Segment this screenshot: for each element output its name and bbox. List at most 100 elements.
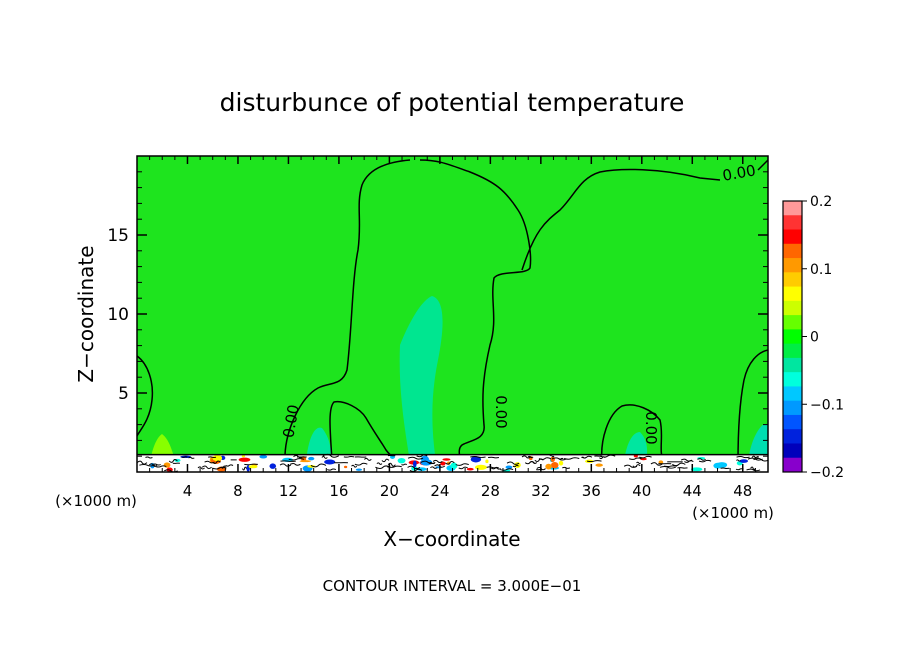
boundary-contour bbox=[521, 455, 531, 459]
x-tick-label: 24 bbox=[430, 482, 449, 500]
boundary-contour bbox=[586, 460, 602, 463]
x-tick-label: 36 bbox=[582, 482, 601, 500]
y-tick-label: 15 bbox=[107, 226, 129, 246]
x-tick-label: 8 bbox=[233, 482, 243, 500]
boundary-blob bbox=[241, 454, 246, 458]
colorbar-swatch bbox=[783, 329, 802, 345]
boundary-blob bbox=[238, 457, 251, 462]
boundary-contour bbox=[152, 463, 161, 466]
cool-region-left bbox=[306, 427, 331, 462]
colorbar-tick-label: 0 bbox=[810, 330, 819, 346]
boundary-contour bbox=[168, 459, 178, 463]
boundary-contour bbox=[225, 464, 234, 467]
boundary-contour bbox=[387, 462, 396, 467]
boundary-contour bbox=[155, 465, 167, 468]
boundary-contour bbox=[188, 456, 195, 459]
contour-line-main bbox=[284, 159, 768, 467]
boundary-blob bbox=[485, 459, 489, 464]
boundary-contour bbox=[455, 463, 469, 466]
boundary-contour bbox=[636, 461, 642, 464]
y-tick-label: 10 bbox=[107, 305, 129, 325]
boundary-contour bbox=[321, 455, 328, 459]
x-axis: 4 8 12 16 20 24 28 32 36 40 44 48 bbox=[149, 156, 756, 500]
colorbar-swatch bbox=[783, 229, 802, 245]
boundary-contour bbox=[137, 460, 148, 465]
boundary-contour bbox=[381, 458, 390, 463]
boundary-blob bbox=[474, 464, 487, 470]
boundary-blob bbox=[259, 454, 268, 459]
cool-region-right bbox=[748, 424, 768, 462]
colorbar-swatch bbox=[783, 414, 802, 430]
boundary-contour bbox=[581, 455, 593, 459]
boundary-contour bbox=[244, 463, 258, 466]
x-tick-label: 40 bbox=[632, 482, 651, 500]
boundary-contour bbox=[470, 456, 486, 458]
colorbar-swatch bbox=[783, 386, 802, 402]
boundary-blob bbox=[163, 462, 171, 468]
x-tick-label: 4 bbox=[183, 482, 193, 500]
boundary-contour bbox=[148, 463, 158, 467]
bottom-boundary-noise bbox=[137, 453, 768, 472]
contour-line-48 bbox=[737, 349, 768, 463]
colorbar-tick-label: 0.1 bbox=[810, 262, 832, 278]
boundary-contour bbox=[527, 455, 534, 459]
x-tick-label: 20 bbox=[380, 482, 399, 500]
boundary-contour bbox=[563, 457, 580, 460]
boundary-contour bbox=[698, 459, 712, 463]
boundary-contour bbox=[680, 458, 693, 462]
x-tick-label: 12 bbox=[279, 482, 298, 500]
boundary-contour bbox=[659, 465, 676, 469]
boundary-contour bbox=[401, 463, 408, 466]
colorbar-swatch bbox=[783, 243, 802, 259]
boundary-contour bbox=[407, 456, 424, 460]
boundary-blob bbox=[212, 454, 223, 462]
boundary-blob bbox=[558, 460, 564, 466]
boundary-contour bbox=[672, 462, 686, 467]
boundary-contour bbox=[629, 457, 642, 460]
boundary-contour bbox=[351, 464, 358, 468]
boundary-contour bbox=[428, 461, 436, 465]
y-axis: 5 10 15 bbox=[107, 171, 768, 457]
colorbar-swatch bbox=[783, 457, 802, 473]
boundary-contour bbox=[139, 463, 156, 467]
boundary-contour bbox=[494, 467, 501, 470]
boundary-contour bbox=[289, 463, 301, 466]
boundary-blob bbox=[713, 462, 722, 469]
boundary-contour bbox=[751, 455, 759, 460]
contour-interval-note: CONTOUR INTERVAL = 3.000E−01 bbox=[323, 577, 582, 595]
boundary-blob bbox=[466, 467, 474, 471]
boundary-contour bbox=[430, 466, 438, 469]
boundary-contour bbox=[746, 468, 761, 472]
boundary-blob bbox=[690, 467, 703, 472]
boundary-contour bbox=[551, 457, 567, 461]
boundary-contour bbox=[280, 460, 296, 462]
boundary-contour bbox=[529, 460, 538, 464]
boundary-contour bbox=[499, 468, 514, 471]
colorbar-swatch bbox=[783, 272, 802, 288]
colorbar-swatch bbox=[783, 443, 802, 459]
colorbar-swatch bbox=[783, 400, 802, 416]
boundary-contour bbox=[432, 459, 443, 463]
x-axis-unit-left: (×1000 m) bbox=[55, 492, 137, 510]
boundary-blob bbox=[739, 459, 749, 463]
boundary-blob bbox=[248, 465, 258, 469]
boundary-contour bbox=[212, 466, 227, 470]
boundary-contour bbox=[663, 465, 678, 467]
boundary-blob bbox=[545, 463, 552, 470]
boundary-blob bbox=[472, 457, 479, 462]
boundary-contour bbox=[181, 456, 188, 458]
contour-line-40 bbox=[600, 404, 665, 463]
x-tick-label: 32 bbox=[531, 482, 550, 500]
colorbar-swatch bbox=[783, 357, 802, 373]
boundary-contour bbox=[697, 458, 706, 461]
boundary-blob bbox=[442, 458, 451, 461]
boundary-contour bbox=[512, 464, 519, 468]
boundary-contour bbox=[288, 458, 305, 461]
boundary-blob bbox=[658, 460, 664, 465]
colorbar-swatch bbox=[783, 258, 802, 273]
colorbar-swatch bbox=[783, 300, 802, 316]
colorbar-tick-label: −0.1 bbox=[810, 397, 844, 413]
boundary-contour bbox=[736, 459, 741, 462]
boundary-blob bbox=[397, 457, 406, 464]
plot-area bbox=[137, 156, 768, 472]
